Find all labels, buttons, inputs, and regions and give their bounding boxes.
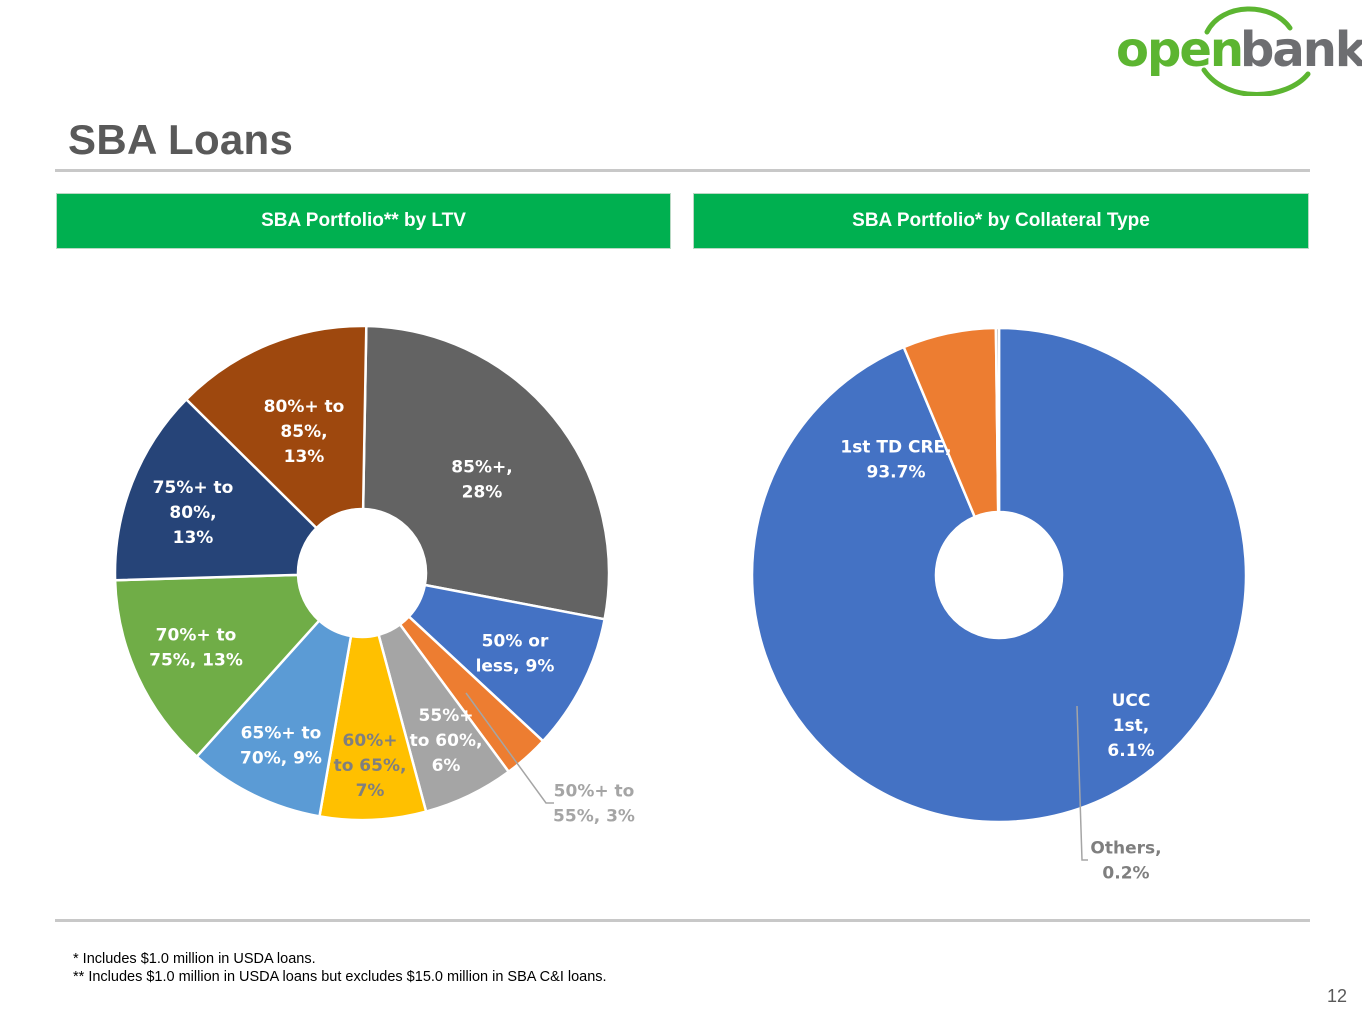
label-85: 85%+, 28% bbox=[451, 458, 512, 503]
logo-swoosh-bottom bbox=[1201, 67, 1311, 96]
ltv-donut-chart: 85%+, 28% 50% or less, 9% 50%+ to 55%, 3% 55%+… bbox=[113, 324, 635, 827]
slice-80-to-85 bbox=[184, 324, 368, 530]
label-1st-td-cre: 1st TD CRE, 93.7% bbox=[840, 438, 951, 483]
slice-70-to-75 bbox=[113, 573, 321, 759]
label-65-to-70: 65%+ to 70%, 9% bbox=[240, 724, 322, 769]
collateral-chart-title: SBA Portfolio* by Collateral Type bbox=[852, 210, 1150, 231]
title-divider bbox=[55, 169, 1310, 172]
label-others: Others, 0.2% bbox=[1090, 839, 1161, 884]
footnote-usda: * Includes $1.0 million in USDA loans. bbox=[73, 951, 316, 967]
label-55-to-60: 55%+ to 60%, 6% bbox=[410, 706, 483, 776]
collateral-chart-header: SBA Portfolio* by Collateral Type bbox=[693, 193, 1309, 249]
slice-65-to-70 bbox=[194, 618, 353, 818]
page-number: 12 bbox=[1326, 986, 1347, 1006]
footnotes: * Includes $1.0 million in USDA loans. *… bbox=[73, 950, 607, 986]
logo-text-bank: bank bbox=[1240, 22, 1362, 78]
leader-line-others bbox=[1076, 705, 1088, 861]
slice-others bbox=[994, 326, 1001, 514]
slice-50-or-less bbox=[407, 583, 607, 743]
slice-75-to-80 bbox=[113, 397, 319, 582]
slice-85 bbox=[361, 324, 611, 621]
label-70-to-75: 70%+ to 75%, 13% bbox=[149, 626, 243, 671]
footer-divider bbox=[55, 919, 1310, 922]
label-80-to-85: 80%+ to 85%, 13% bbox=[264, 397, 345, 467]
logo-text-open: open bbox=[1116, 22, 1242, 78]
logo-swoosh-top bbox=[1204, 6, 1293, 35]
label-50-to-55: 50%+ to 55%, 3% bbox=[553, 782, 635, 827]
page-title: SBA Loans bbox=[68, 116, 294, 163]
footnote-usda-sba: ** Includes $1.0 million in USDA loans b… bbox=[73, 969, 607, 985]
leader-line-50-to-55 bbox=[465, 692, 554, 804]
collateral-donut-chart: 1st TD CRE, 93.7% UCC 1st, 6.1% Others, 0.2% bbox=[750, 326, 1248, 884]
openbank-logo: open bank bbox=[1116, 6, 1362, 96]
label-50-or-less: 50% or less, 9% bbox=[476, 632, 555, 677]
label-60-to-65: 60%+ to 65%, 7% bbox=[334, 731, 407, 801]
label-ucc-1st: UCC 1st, 6.1% bbox=[1107, 691, 1154, 761]
ltv-chart-title: SBA Portfolio** by LTV bbox=[261, 210, 466, 231]
label-75-to-80: 75%+ to 80%, 13% bbox=[153, 478, 234, 548]
slice-1st-td-cre bbox=[750, 326, 1248, 824]
ltv-chart-header: SBA Portfolio** by LTV bbox=[56, 193, 671, 249]
